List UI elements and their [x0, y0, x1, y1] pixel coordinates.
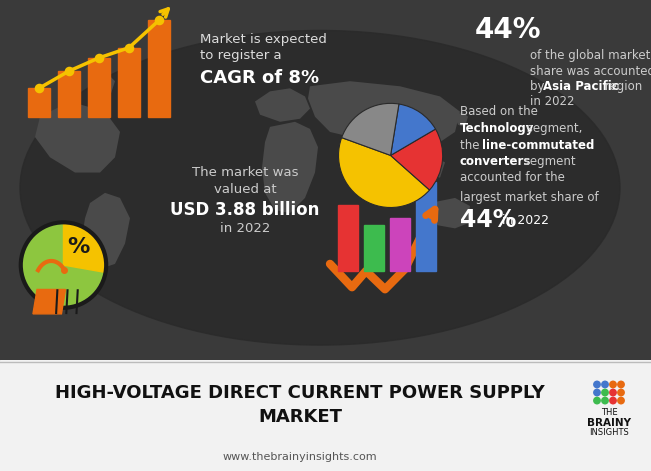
Bar — [118, 48, 140, 117]
Text: %: % — [68, 237, 90, 257]
Text: valued at: valued at — [214, 183, 276, 196]
Text: in 2022: in 2022 — [530, 95, 574, 108]
Text: 44%: 44% — [460, 208, 516, 232]
Bar — [364, 225, 384, 271]
Circle shape — [618, 398, 624, 404]
Point — [154, 16, 164, 24]
Text: line-commutated: line-commutated — [482, 138, 594, 152]
Text: in 2022: in 2022 — [498, 214, 549, 227]
Point — [34, 84, 44, 92]
Text: INSIGHTS: INSIGHTS — [589, 428, 629, 437]
Circle shape — [610, 398, 616, 404]
Wedge shape — [391, 129, 443, 190]
Polygon shape — [255, 88, 310, 122]
Polygon shape — [455, 112, 468, 127]
Circle shape — [602, 390, 608, 396]
Text: to register a: to register a — [200, 49, 282, 62]
Circle shape — [610, 381, 616, 388]
Polygon shape — [33, 290, 66, 314]
Circle shape — [594, 381, 600, 388]
Text: USD 3.88 billion: USD 3.88 billion — [171, 201, 320, 219]
Polygon shape — [82, 193, 130, 269]
Wedge shape — [391, 104, 436, 155]
Text: THE: THE — [601, 408, 617, 417]
Text: by: by — [530, 80, 548, 93]
Text: MARKET: MARKET — [258, 408, 342, 426]
Bar — [148, 20, 170, 117]
Circle shape — [618, 390, 624, 396]
Bar — [58, 71, 80, 117]
Text: converters: converters — [460, 155, 531, 168]
Text: segment,: segment, — [523, 122, 583, 135]
Polygon shape — [35, 101, 120, 172]
Text: the: the — [460, 138, 483, 152]
Text: 44%: 44% — [475, 16, 541, 44]
Polygon shape — [420, 157, 445, 178]
Text: HIGH-VOLTAGE DIRECT CURRENT POWER SUPPLY: HIGH-VOLTAGE DIRECT CURRENT POWER SUPPLY — [55, 383, 545, 401]
Polygon shape — [90, 71, 115, 97]
Text: region: region — [601, 80, 643, 93]
Circle shape — [618, 381, 624, 388]
Polygon shape — [428, 198, 470, 228]
Point — [124, 44, 134, 51]
Bar — [28, 88, 50, 117]
Polygon shape — [262, 122, 318, 213]
Text: Based on the: Based on the — [460, 105, 538, 118]
Text: CAGR of 8%: CAGR of 8% — [200, 69, 319, 87]
Circle shape — [602, 398, 608, 404]
Text: share was accounted: share was accounted — [530, 65, 651, 78]
Text: Market is expected: Market is expected — [200, 33, 327, 46]
Text: www.thebrainyinsights.com: www.thebrainyinsights.com — [223, 452, 378, 462]
Circle shape — [610, 390, 616, 396]
Bar — [390, 218, 410, 271]
Text: Technology: Technology — [460, 122, 534, 135]
Text: largest market share of: largest market share of — [460, 191, 599, 204]
Text: BRAINY: BRAINY — [587, 418, 631, 428]
Bar — [88, 58, 110, 117]
Wedge shape — [342, 103, 399, 155]
Wedge shape — [339, 138, 430, 208]
Text: in 2022: in 2022 — [220, 222, 270, 235]
Polygon shape — [308, 81, 460, 149]
Text: accounted for the: accounted for the — [460, 171, 565, 184]
Ellipse shape — [20, 31, 620, 345]
Text: Asia Pacific: Asia Pacific — [543, 80, 618, 93]
Bar — [338, 205, 358, 271]
Polygon shape — [355, 147, 375, 170]
Circle shape — [602, 381, 608, 388]
Circle shape — [594, 398, 600, 404]
Text: The market was: The market was — [192, 166, 298, 179]
Point — [94, 54, 104, 62]
Circle shape — [594, 390, 600, 396]
Text: segment: segment — [520, 155, 575, 168]
Point — [64, 67, 74, 75]
Circle shape — [21, 222, 106, 308]
Wedge shape — [63, 222, 106, 272]
Bar — [416, 182, 436, 271]
Text: of the global market: of the global market — [530, 49, 650, 62]
